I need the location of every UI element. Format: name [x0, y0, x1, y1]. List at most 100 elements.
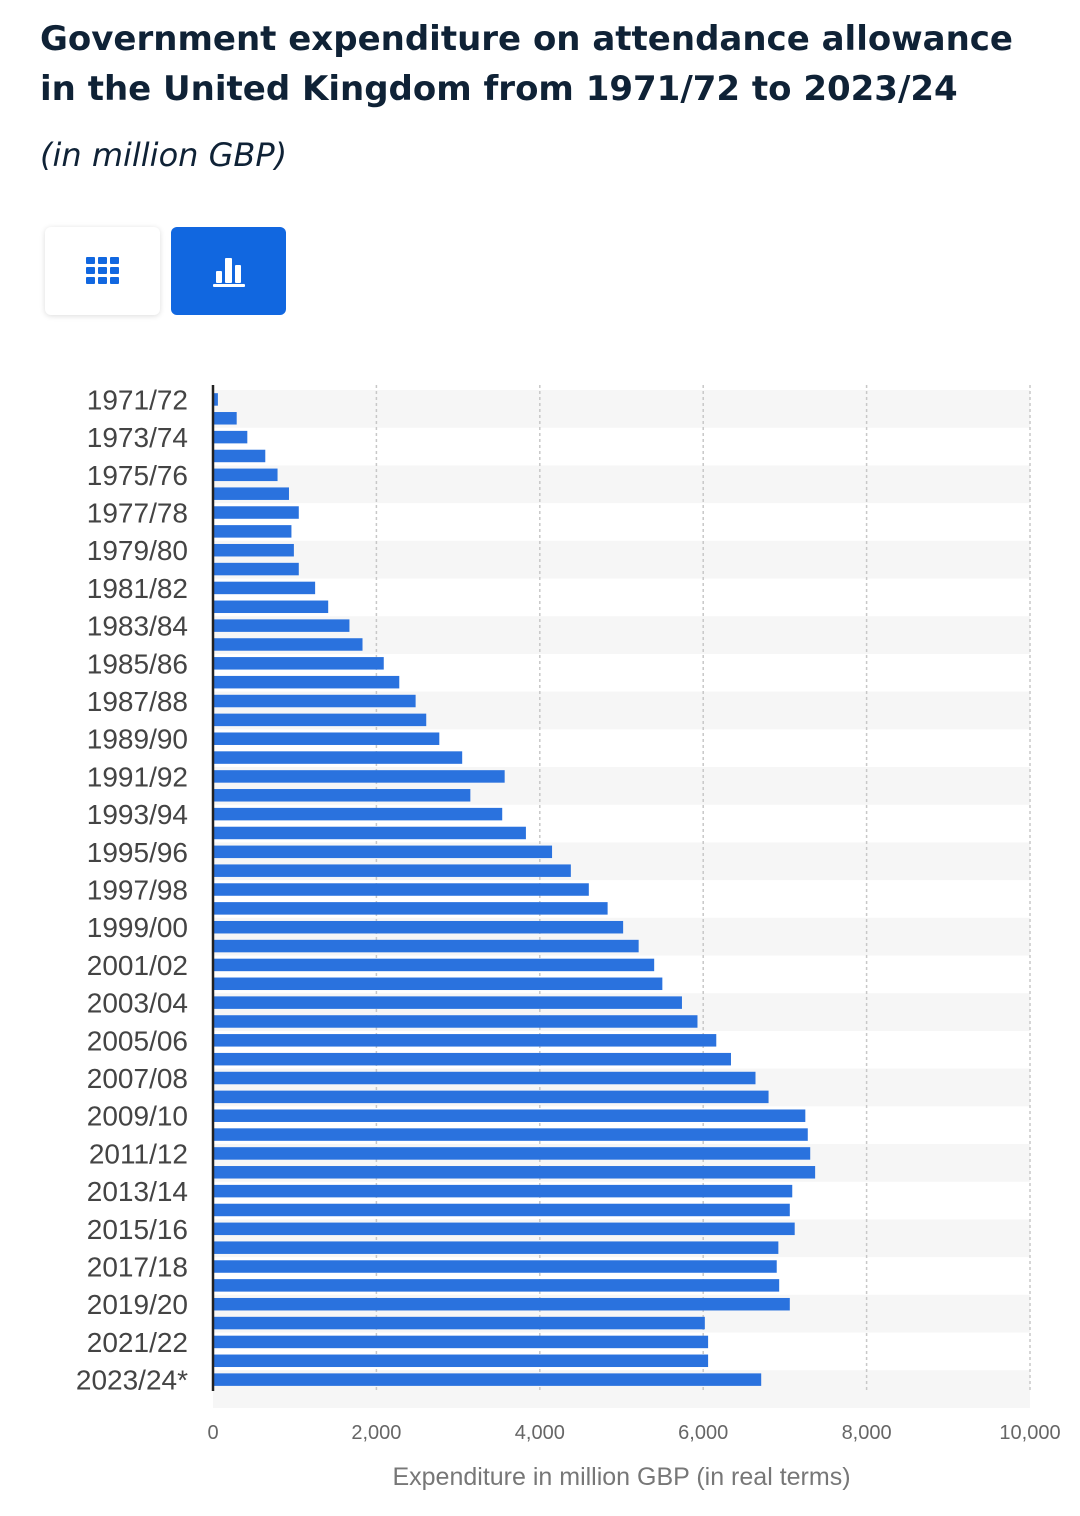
chart-title: Government expenditure on attendance all…: [40, 19, 1013, 109]
y-axis-labels: 1971/72 1973/74 1975/76 1977/78 1979/80 1981/…: [76, 384, 188, 1395]
x-axis-title: Expenditure in million GBP (in real term…: [392, 1463, 850, 1491]
bar[interactable]: [213, 958, 655, 972]
y-tick-label: 2015/16: [87, 1214, 188, 1245]
y-tick-label: 1993/94: [87, 799, 188, 830]
row-band: [213, 465, 1030, 504]
bar[interactable]: [213, 430, 248, 444]
bar[interactable]: [213, 412, 237, 425]
y-tick-label: 2013/14: [87, 1176, 188, 1207]
x-tick-label: 0: [207, 1422, 218, 1444]
y-tick-label: 1971/72: [87, 384, 188, 415]
bar[interactable]: [213, 1071, 756, 1085]
bar[interactable]: [213, 826, 526, 840]
bar[interactable]: [213, 1015, 698, 1028]
bar[interactable]: [213, 1335, 709, 1349]
y-tick-label: 1997/98: [87, 875, 188, 906]
bar[interactable]: [213, 581, 316, 595]
bar[interactable]: [213, 1109, 806, 1122]
y-tick-label: 2019/20: [87, 1289, 188, 1320]
bar[interactable]: [213, 1034, 717, 1047]
bar[interactable]: [213, 694, 416, 708]
y-tick-label: 1999/00: [87, 912, 188, 943]
y-tick-label: 1983/84: [87, 611, 188, 642]
bar[interactable]: [213, 619, 350, 632]
bar[interactable]: [213, 1297, 790, 1311]
y-tick-label: 1991/92: [87, 761, 188, 792]
row-band: [213, 540, 1030, 579]
y-tick-label: 1973/74: [87, 422, 188, 453]
y-tick-label: 1989/90: [87, 724, 188, 755]
table-grid-icon: [85, 257, 119, 284]
y-tick-label: 2017/18: [87, 1252, 188, 1283]
bar[interactable]: [213, 770, 505, 783]
row-bands: [213, 390, 1030, 1408]
bar[interactable]: [213, 1090, 769, 1104]
bar[interactable]: [213, 675, 400, 689]
y-tick-label: 2011/12: [89, 1138, 188, 1169]
bar[interactable]: [213, 902, 608, 915]
y-tick-label: 1975/76: [87, 460, 188, 491]
bar-chart-icon: [212, 258, 245, 287]
x-tick-label: 6,000: [678, 1422, 728, 1444]
y-tick-label: 1979/80: [87, 535, 188, 566]
bar[interactable]: [213, 487, 289, 500]
bar-chart: 1971/72 1973/74 1975/76 1977/78 1979/80 1981/…: [76, 384, 1061, 1491]
bar[interactable]: [213, 920, 624, 934]
bar[interactable]: [213, 751, 463, 764]
y-tick-label: 2001/02: [87, 950, 188, 981]
bar[interactable]: [213, 1373, 762, 1386]
bar[interactable]: [213, 1128, 808, 1141]
bar[interactable]: [213, 1203, 790, 1217]
y-tick-label: 1977/78: [87, 498, 188, 529]
chart-view-button[interactable]: [171, 227, 286, 315]
y-tick-label: 1995/96: [87, 837, 188, 868]
bar[interactable]: [213, 543, 294, 557]
x-tick-label: 4,000: [515, 1422, 565, 1444]
bar[interactable]: [213, 1222, 795, 1236]
y-tick-label: 2005/06: [87, 1025, 188, 1056]
x-axis-labels: 0 2,000 4,000 6,000 8,000 10,000: [207, 1422, 1060, 1444]
bar[interactable]: [213, 506, 299, 519]
y-tick-label: 2021/22: [87, 1327, 188, 1358]
bar[interactable]: [213, 713, 427, 727]
bar[interactable]: [213, 562, 299, 576]
bar[interactable]: [213, 1166, 816, 1179]
bar[interactable]: [213, 883, 589, 896]
bar[interactable]: [213, 1316, 705, 1330]
bar[interactable]: [213, 657, 384, 670]
bars: [213, 393, 816, 1386]
bar[interactable]: [213, 1241, 779, 1254]
y-tick-label: 2007/08: [87, 1063, 188, 1094]
bar[interactable]: [213, 1184, 793, 1198]
bar[interactable]: [213, 996, 682, 1009]
bar[interactable]: [213, 393, 218, 406]
y-tick-label: 2003/04: [87, 988, 188, 1019]
bar[interactable]: [213, 732, 440, 745]
bar[interactable]: [213, 600, 329, 614]
bar[interactable]: [213, 807, 503, 821]
bar[interactable]: [213, 1354, 709, 1368]
bar[interactable]: [213, 1052, 731, 1066]
bar[interactable]: [213, 1147, 811, 1160]
x-tick-label: 2,000: [351, 1422, 401, 1444]
x-tick-label: 8,000: [842, 1422, 892, 1444]
bar[interactable]: [213, 449, 266, 463]
bar[interactable]: [213, 638, 363, 651]
bar[interactable]: [213, 939, 639, 953]
y-tick-label: 2009/10: [87, 1101, 188, 1132]
bar[interactable]: [213, 1279, 780, 1292]
y-tick-label: 1987/88: [87, 686, 188, 717]
y-tick-label: 1981/82: [87, 573, 188, 604]
bar[interactable]: [213, 864, 571, 877]
bar[interactable]: [213, 1260, 777, 1273]
y-tick-label: 1985/86: [87, 648, 188, 679]
chart-subtitle: (in million GBP): [40, 136, 288, 174]
bar[interactable]: [213, 468, 278, 482]
table-view-button[interactable]: [45, 227, 160, 315]
y-tick-label: 2023/24*: [76, 1365, 188, 1396]
bar[interactable]: [213, 525, 292, 538]
x-tick-label: 10,000: [999, 1422, 1060, 1444]
bar[interactable]: [213, 977, 663, 991]
bar[interactable]: [213, 789, 471, 802]
bar[interactable]: [213, 845, 553, 859]
